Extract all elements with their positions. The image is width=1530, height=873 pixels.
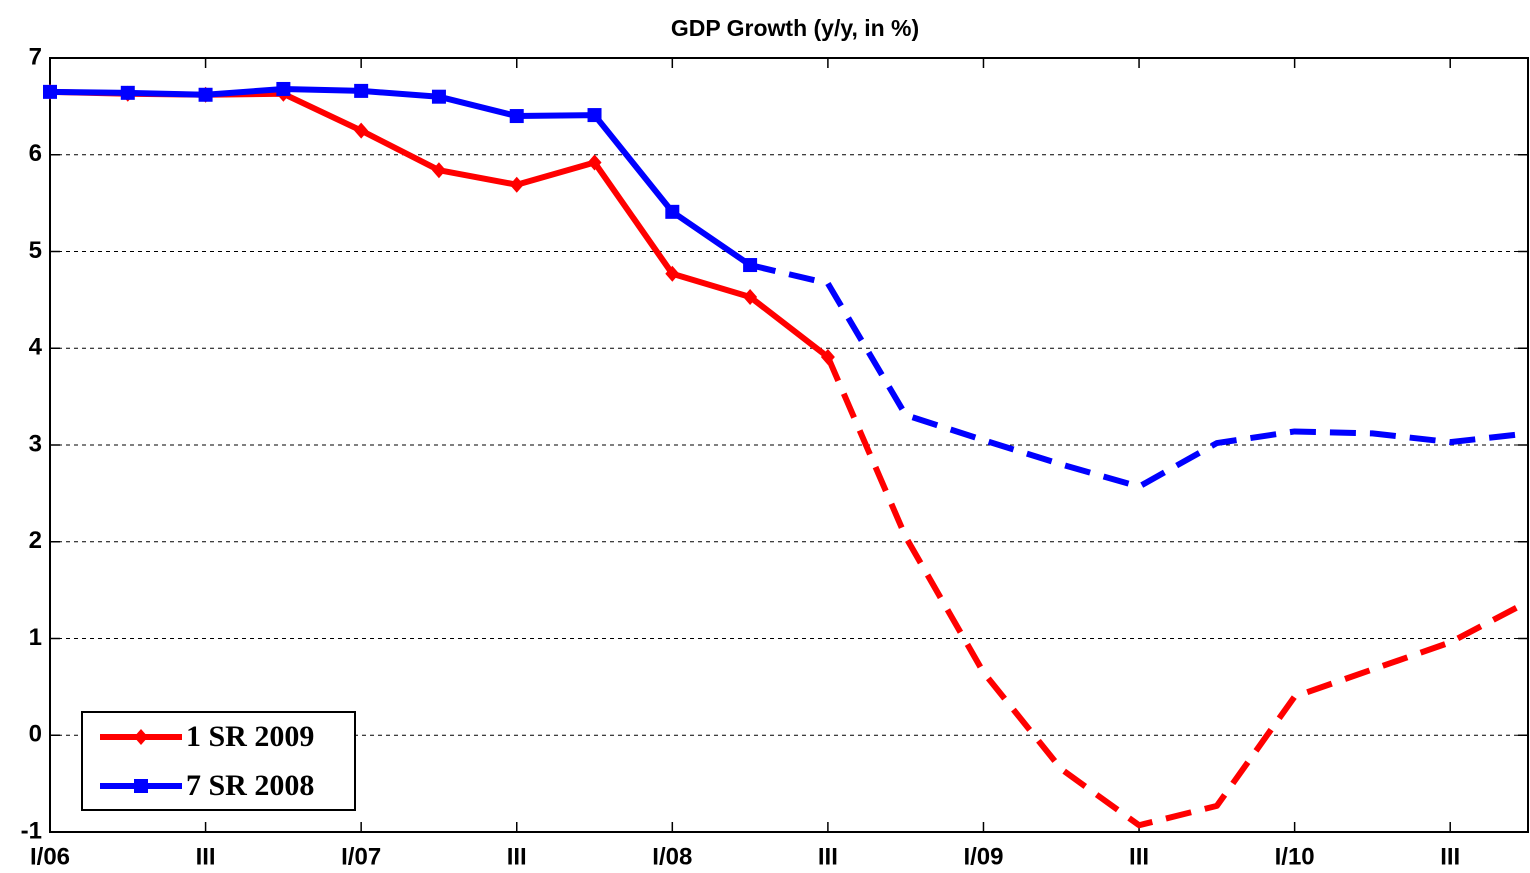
marker xyxy=(743,258,758,273)
marker xyxy=(743,288,758,305)
marker xyxy=(587,154,602,171)
marker xyxy=(431,162,446,179)
forecast-line xyxy=(825,355,1530,829)
marker xyxy=(820,348,835,365)
legend-label: 7 SR 2008 xyxy=(186,769,314,802)
y-tick-label: 4 xyxy=(29,334,43,361)
legend-marker xyxy=(134,729,148,745)
forecast-line xyxy=(749,262,1529,490)
y-tick-label: 5 xyxy=(29,237,42,264)
marker xyxy=(43,84,57,99)
series-line xyxy=(49,85,752,268)
x-tick-label: III xyxy=(507,843,527,870)
y-tick-label: 1 xyxy=(29,624,42,651)
marker xyxy=(354,122,369,139)
chart-title: GDP Growth (y/y, in %) xyxy=(671,15,919,41)
x-tick-label: I/09 xyxy=(963,843,1003,870)
marker xyxy=(276,81,291,96)
plot-frame xyxy=(49,57,1529,833)
plot-area xyxy=(43,81,1530,829)
x-tick-label: III xyxy=(1440,843,1460,870)
y-tick-label: -1 xyxy=(21,817,42,844)
marker xyxy=(431,89,446,104)
marker xyxy=(509,109,524,124)
legend-marker xyxy=(134,779,148,793)
marker xyxy=(198,87,213,102)
marker xyxy=(587,108,602,123)
x-tick-label: I/10 xyxy=(1275,843,1315,870)
x-tick-label: III xyxy=(818,843,838,870)
x-tick-label: I/07 xyxy=(341,843,381,870)
marker xyxy=(665,204,680,219)
legend-box xyxy=(81,711,356,811)
y-tick-label: 0 xyxy=(29,721,42,748)
marker xyxy=(665,265,680,282)
marker xyxy=(509,176,524,193)
y-tick-label: 2 xyxy=(29,527,42,554)
x-tick-label: I/08 xyxy=(652,843,692,870)
marker xyxy=(120,85,135,100)
marker xyxy=(354,83,369,98)
y-tick-label: 7 xyxy=(29,43,42,70)
x-tick-label: I/06 xyxy=(30,843,70,870)
x-tick-label: III xyxy=(196,843,216,870)
y-tick-label: 3 xyxy=(29,430,42,457)
legend: 1 SR 2009 7 SR 2008 xyxy=(81,711,356,811)
legend-label: 1 SR 2009 xyxy=(186,720,314,753)
x-tick-label: III xyxy=(1129,843,1149,870)
y-tick-label: 6 xyxy=(29,140,42,167)
